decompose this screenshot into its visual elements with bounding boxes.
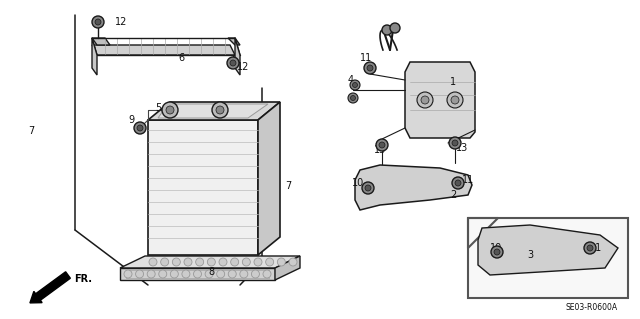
- Polygon shape: [235, 38, 240, 75]
- Text: 2: 2: [450, 190, 456, 200]
- Text: 6: 6: [178, 53, 184, 63]
- Text: 13: 13: [456, 143, 468, 153]
- Text: 7: 7: [28, 126, 35, 136]
- Circle shape: [193, 270, 202, 278]
- Circle shape: [184, 258, 192, 266]
- Circle shape: [159, 270, 167, 278]
- Bar: [148, 120, 258, 255]
- Circle shape: [451, 96, 459, 104]
- Circle shape: [379, 142, 385, 148]
- Text: FR.: FR.: [74, 274, 92, 284]
- Text: 10: 10: [490, 243, 502, 253]
- Circle shape: [351, 95, 355, 100]
- Circle shape: [452, 177, 464, 189]
- Circle shape: [227, 57, 239, 69]
- Circle shape: [350, 80, 360, 90]
- Text: 1: 1: [450, 77, 456, 87]
- Text: SE03-R0600A: SE03-R0600A: [565, 303, 617, 313]
- Circle shape: [353, 83, 358, 87]
- Text: 4: 4: [348, 75, 354, 85]
- Text: 5: 5: [155, 103, 161, 113]
- Circle shape: [207, 258, 215, 266]
- Circle shape: [364, 62, 376, 74]
- Text: 11: 11: [590, 243, 602, 253]
- Circle shape: [170, 270, 179, 278]
- Polygon shape: [120, 256, 300, 268]
- Text: 12: 12: [237, 62, 250, 72]
- Circle shape: [449, 137, 461, 149]
- Polygon shape: [228, 38, 240, 45]
- Circle shape: [263, 270, 271, 278]
- Circle shape: [348, 93, 358, 103]
- Circle shape: [230, 258, 239, 266]
- Text: 3: 3: [527, 250, 533, 260]
- Text: 7: 7: [285, 181, 291, 191]
- Circle shape: [92, 16, 104, 28]
- Bar: [120, 268, 275, 280]
- Circle shape: [166, 106, 174, 114]
- Circle shape: [367, 65, 373, 71]
- Circle shape: [217, 270, 225, 278]
- Text: 8: 8: [208, 267, 214, 277]
- Circle shape: [362, 182, 374, 194]
- Circle shape: [491, 246, 503, 258]
- Text: 10: 10: [352, 178, 364, 188]
- Circle shape: [417, 92, 433, 108]
- Circle shape: [455, 180, 461, 186]
- Polygon shape: [405, 62, 475, 138]
- Circle shape: [149, 258, 157, 266]
- Circle shape: [252, 270, 259, 278]
- Circle shape: [421, 96, 429, 104]
- Circle shape: [228, 270, 236, 278]
- Polygon shape: [158, 104, 268, 118]
- Circle shape: [182, 270, 190, 278]
- Circle shape: [452, 140, 458, 146]
- Circle shape: [494, 249, 500, 255]
- Polygon shape: [92, 38, 110, 45]
- Polygon shape: [275, 256, 300, 280]
- FancyArrow shape: [30, 272, 70, 303]
- Circle shape: [376, 139, 388, 151]
- Circle shape: [216, 106, 224, 114]
- Polygon shape: [92, 45, 235, 55]
- Text: 11: 11: [462, 175, 474, 185]
- Circle shape: [365, 185, 371, 191]
- Polygon shape: [92, 38, 97, 75]
- Circle shape: [124, 270, 132, 278]
- Text: 13: 13: [374, 145, 387, 155]
- Circle shape: [266, 258, 274, 266]
- Circle shape: [162, 102, 178, 118]
- Polygon shape: [258, 102, 280, 255]
- Polygon shape: [148, 102, 280, 120]
- Circle shape: [137, 125, 143, 131]
- Circle shape: [390, 23, 400, 33]
- Bar: [468, 218, 628, 298]
- Circle shape: [447, 92, 463, 108]
- Circle shape: [205, 270, 213, 278]
- Circle shape: [382, 25, 392, 35]
- Polygon shape: [355, 165, 472, 210]
- Circle shape: [134, 122, 146, 134]
- Circle shape: [289, 258, 297, 266]
- Circle shape: [147, 270, 155, 278]
- Circle shape: [230, 60, 236, 66]
- Circle shape: [95, 19, 101, 25]
- Circle shape: [584, 242, 596, 254]
- Circle shape: [243, 258, 250, 266]
- Circle shape: [277, 258, 285, 266]
- Circle shape: [240, 270, 248, 278]
- Circle shape: [587, 245, 593, 251]
- Circle shape: [172, 258, 180, 266]
- Circle shape: [212, 102, 228, 118]
- Circle shape: [196, 258, 204, 266]
- Polygon shape: [478, 225, 618, 275]
- Circle shape: [161, 258, 169, 266]
- Text: 11: 11: [360, 53, 372, 63]
- Circle shape: [254, 258, 262, 266]
- Text: 12: 12: [115, 17, 127, 27]
- Text: 9: 9: [128, 115, 134, 125]
- Circle shape: [219, 258, 227, 266]
- Circle shape: [136, 270, 143, 278]
